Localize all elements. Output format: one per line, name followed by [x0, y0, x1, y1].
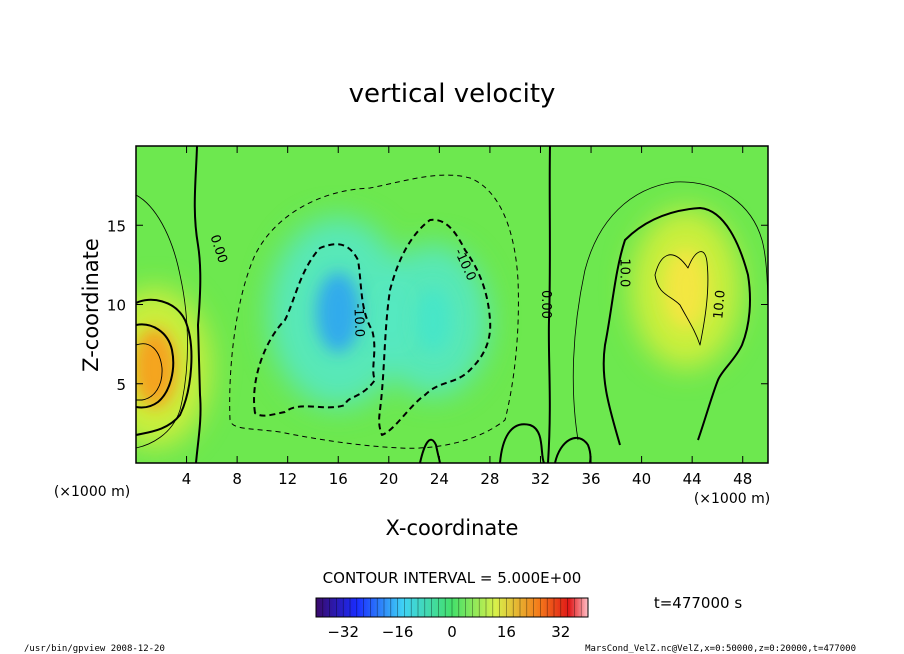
contour-zero-left [193, 146, 202, 463]
footer-left: /usr/bin/gpview 2008-12-20 [24, 644, 165, 654]
x-tick-label: 36 [581, 470, 600, 488]
colorbar-tick-label: −32 [327, 623, 359, 641]
colorbar-tick-label: 32 [551, 623, 570, 641]
contour-label: 0.00 [538, 290, 553, 319]
time-label: t=477000 s [654, 594, 742, 612]
colorbar-tick-label: −16 [382, 623, 414, 641]
colorbar-tick-label: 16 [497, 623, 516, 641]
y-tick-label: 15 [107, 217, 126, 235]
x-unit-left: (×1000 m) [54, 484, 130, 500]
chart-title: vertical velocity [349, 79, 556, 109]
x-tick-label: 20 [379, 470, 398, 488]
x-tick-label: 12 [278, 470, 297, 488]
x-tick-label: 32 [531, 470, 550, 488]
contour-minus-10-a [253, 243, 376, 417]
y-tick-label: 10 [107, 297, 126, 315]
field-core [136, 327, 177, 408]
x-unit-right: (×1000 m) [694, 491, 770, 507]
contour-interval-text: CONTOUR INTERVAL = 5.000E+00 [323, 569, 582, 587]
colorbar-tick-label: 0 [447, 623, 457, 641]
contour-plus-15-left [136, 343, 163, 401]
y-axis-label: Z-coordinate [79, 238, 103, 372]
x-axis-label: X-coordinate [386, 516, 519, 540]
contour-label: 10.0 [711, 289, 728, 319]
colorbar-steps [322, 598, 582, 617]
field-core [663, 248, 708, 329]
contour-plus-10-right [602, 207, 751, 446]
contour-label: 10.0 [616, 258, 631, 287]
contour-zero-left-blob [136, 298, 193, 436]
contour-label: -10.0 [350, 303, 366, 337]
x-tick-label: 4 [182, 470, 192, 488]
contour-zero-center [547, 146, 551, 463]
field-core [415, 288, 451, 353]
footer-right: MarsCond_VelZ.nc@VelZ,x=0:50000,z=0:2000… [585, 644, 856, 654]
x-tick-label: 8 [232, 470, 242, 488]
x-tick-label: 16 [329, 470, 348, 488]
contour-minus-10-b [378, 218, 492, 436]
y-axis: 5 10 15 [107, 217, 768, 394]
x-tick-label: 28 [480, 470, 499, 488]
x-axis: 4 8 12 16 20 24 28 32 36 40 44 48 [182, 146, 752, 488]
x-tick-label: 44 [683, 470, 702, 488]
x-tick-label: 24 [430, 470, 449, 488]
x-tick-label: 48 [733, 470, 752, 488]
contour-plus-5-left [136, 194, 188, 449]
field-core [316, 272, 361, 353]
contour-plus-10-left [136, 323, 175, 409]
y-tick-label: 5 [116, 376, 126, 394]
x-tick-label: 40 [632, 470, 651, 488]
contour-plus-5-right [572, 181, 768, 441]
contour-plus-15-right [654, 251, 709, 346]
contour-minus-5 [229, 174, 519, 449]
colorbar-ticks: −32 −16 0 16 32 [327, 623, 570, 641]
